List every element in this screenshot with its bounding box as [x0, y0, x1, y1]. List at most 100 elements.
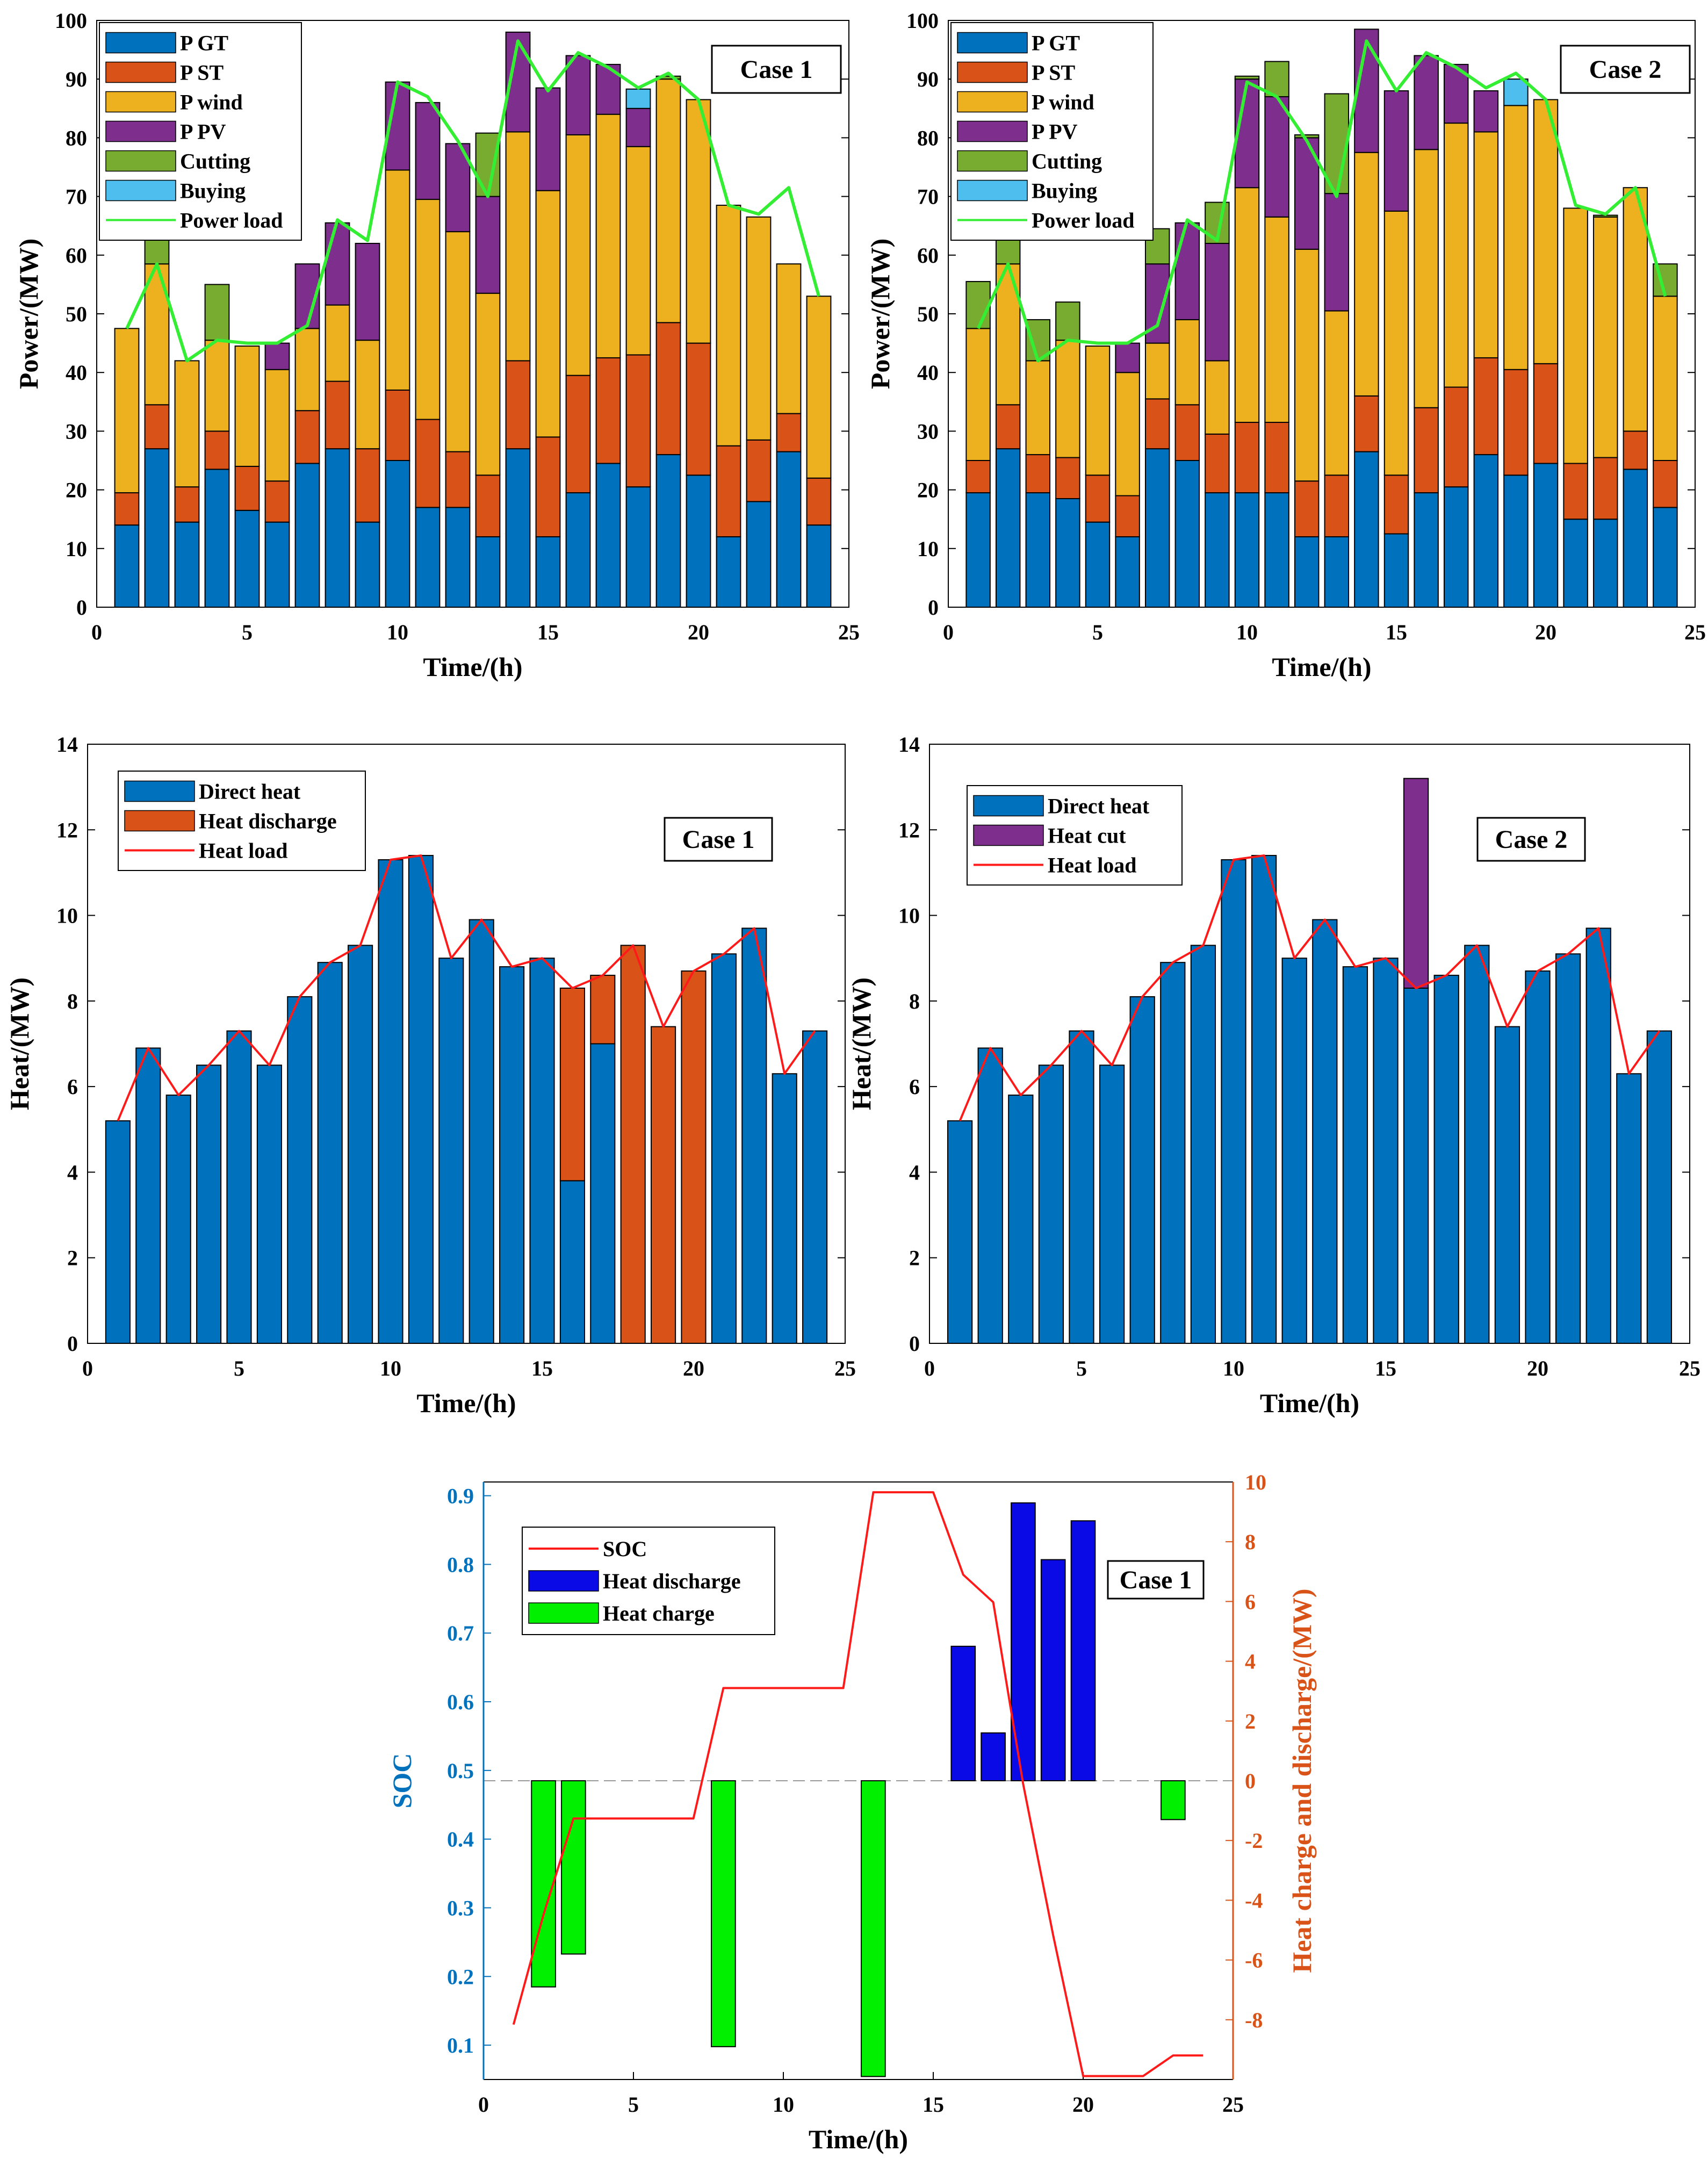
power-case1-bar-p-gt — [144, 448, 170, 608]
power-case2-bar-p-pv — [1414, 55, 1439, 150]
soc-case1-y-right-axis-label: Heat charge and discharge/(MW) — [1287, 1588, 1317, 1973]
power-case2-bar-cutting — [1264, 61, 1289, 97]
power-case2-bar-p-st — [995, 404, 1021, 450]
power-case2-bar-p-wind — [1144, 342, 1170, 400]
heat-case1-y-tick-label: 2 — [67, 1246, 78, 1270]
power-case2-legend-swatch — [957, 61, 1028, 83]
power-case1-frame — [96, 20, 849, 608]
soc-case1-y-right-tick-label: 0 — [1245, 1769, 1256, 1793]
power-case2-y-tick-label: 0 — [928, 595, 939, 620]
power-case2-bar-p-gt — [1115, 536, 1140, 608]
power-case2-bar-p-gt — [1533, 463, 1559, 608]
soc-case1-x-tick-label: 25 — [1222, 2092, 1244, 2117]
power-case1-bar-p-gt — [325, 448, 350, 608]
power-case1-bar-p-gt — [355, 521, 380, 608]
soc-case1-y-right-tick-label: -4 — [1245, 1888, 1263, 1912]
power-case1-bar-buying — [625, 88, 651, 109]
power-case2-bar-p-gt — [1592, 519, 1618, 608]
heat-case1-bar-direct-heat — [348, 945, 373, 1344]
soc-case1-bar-heat-discharge — [950, 1645, 976, 1782]
power-case1-bar-p-st — [385, 389, 410, 462]
power-case2-bar-p-wind — [1414, 149, 1439, 408]
power-case2-y-tick-label: 70 — [917, 185, 939, 209]
power-case2-bar-p-wind — [1085, 346, 1111, 476]
power-case2-bar-p-gt — [1085, 521, 1111, 608]
heat-case1-bar-direct-heat — [741, 927, 767, 1344]
power-case1-bar-p-gt — [686, 474, 711, 608]
power-case1-bar-p-wind — [565, 134, 591, 376]
heat-case1-case-label: Case 1 — [682, 825, 755, 854]
power-case2-bar-p-gt — [1354, 451, 1379, 608]
power-case1-legend-label: Power load — [180, 208, 283, 233]
power-case2-bar-p-gt — [1383, 533, 1409, 608]
soc-case1-legend-swatch — [528, 1570, 599, 1592]
power-case1-bar-cutting — [475, 132, 501, 197]
heat-case1-bar-direct-heat — [317, 962, 343, 1344]
power-case1-bar-p-st — [144, 404, 170, 450]
power-case1-y-axis-label: Power/(MW) — [13, 239, 44, 389]
heat-case2-bar-direct-heat — [1008, 1095, 1034, 1344]
power-case1-bar-p-wind — [174, 360, 200, 488]
heat-case1-bar-direct-heat — [256, 1064, 282, 1344]
power-case2-bar-cutting — [1324, 93, 1350, 195]
power-case2-bar-p-wind — [1473, 131, 1499, 358]
power-case1-bar-p-st — [355, 448, 380, 523]
heat-case2-y-tick-label: 14 — [898, 732, 920, 757]
soc-case1-y-left-tick-label: 0.6 — [447, 1690, 474, 1714]
heat-case2-bar-direct-heat — [1251, 855, 1277, 1344]
power-case2-bar-p-st — [1592, 457, 1618, 520]
power-case1-legend-swatch — [105, 91, 176, 113]
power-case1-bar-p-wind — [234, 346, 260, 467]
power-case2-bar-p-wind — [1533, 99, 1559, 364]
soc-case1-y-right-tick-label: -8 — [1245, 2008, 1263, 2032]
power-case1-bar-p-gt — [505, 448, 531, 608]
power-case1-bar-p-pv — [355, 242, 380, 341]
power-case1-bar-p-wind — [686, 99, 711, 344]
heat-case2-x-axis-label: Time/(h) — [1260, 1388, 1359, 1418]
power-case2-bar-p-pv — [1174, 222, 1200, 320]
power-case1-bar-p-st — [595, 357, 621, 464]
heat-case2-bar-direct-heat — [1160, 962, 1186, 1344]
power-case1-bar-p-st — [806, 477, 832, 526]
heat-case2-bar-direct-heat — [1555, 953, 1581, 1344]
power-case2-bar-p-pv — [1383, 90, 1409, 212]
heat-case1-x-tick-label: 10 — [380, 1356, 401, 1380]
power-case1-bar-p-gt — [294, 463, 320, 608]
power-case1-bar-p-gt — [595, 463, 621, 608]
power-case1-bar-p-wind — [264, 369, 290, 482]
power-case1-bar-p-gt — [475, 536, 501, 608]
power-case2-bar-p-wind — [1115, 372, 1140, 497]
power-case2-bar-p-gt — [1264, 492, 1289, 608]
power-case2-bar-p-pv — [1115, 342, 1140, 373]
power-case2-legend-label: P ST — [1032, 61, 1075, 85]
power-case1-y-tick-label: 10 — [66, 537, 87, 561]
power-case1-y-tick-label: 90 — [66, 67, 87, 91]
power-case2-bar-p-gt — [1414, 492, 1439, 608]
power-case1-bar-p-st — [445, 451, 471, 508]
power-case1-bar-p-st — [415, 419, 441, 508]
power-case1-y-tick-label: 60 — [66, 243, 87, 268]
power-case2-legend-label: P wind — [1032, 90, 1094, 114]
power-case2-legend-swatch — [957, 150, 1028, 172]
heat-case1-bar-heat-discharge — [559, 987, 585, 1182]
power-case1-bar-p-st — [234, 465, 260, 511]
power-case2-bar-p-st — [1383, 474, 1409, 535]
soc-case1-y-left-tick-label: 0.7 — [447, 1621, 474, 1645]
power-case2-bar-p-wind — [1294, 248, 1320, 482]
power-case1-bar-p-pv — [325, 222, 350, 306]
power-case2-bar-p-st — [1294, 480, 1320, 537]
heat-case1-bar-direct-heat — [226, 1030, 252, 1344]
power-case2-bar-p-wind — [1653, 296, 1678, 461]
heat-case2-x-tick-label: 15 — [1375, 1356, 1396, 1380]
power-case1-bar-p-wind — [475, 292, 501, 476]
power-case1-legend-swatch — [105, 32, 176, 54]
heat-case2-bar-direct-heat — [1494, 1026, 1520, 1344]
power-case1-bar-p-wind — [655, 78, 681, 323]
heat-case1-bar-direct-heat — [559, 1180, 585, 1344]
soc-case1-y-right-tick-label: 2 — [1245, 1709, 1256, 1733]
power-case2-bar-p-st — [1563, 463, 1588, 520]
power-case2-legend-swatch — [957, 179, 1028, 202]
soc-case1-case-box — [1107, 1560, 1205, 1600]
heat-case1-x-axis-label: Time/(h) — [416, 1388, 516, 1418]
power-case1-legend-swatch — [105, 120, 176, 142]
